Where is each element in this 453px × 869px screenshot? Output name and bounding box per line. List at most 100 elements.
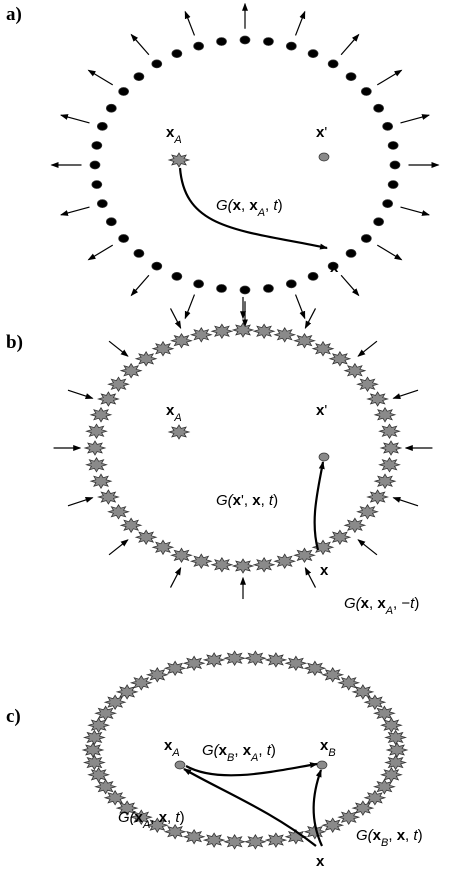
label-part: , [244,492,252,509]
boundary-star [244,834,267,850]
boundary-star [351,684,375,700]
boundary-star [372,778,396,795]
boundary-dot [151,59,163,69]
label-part: B [328,747,335,759]
boundary-star [363,790,387,806]
label-part: A [173,134,181,146]
ray-arrow [108,539,129,556]
boundary-star [337,675,361,691]
boundary-dot [307,49,319,58]
boundary-dot [105,103,117,113]
ray-arrow [108,340,129,357]
propagation-arrow [183,768,317,847]
diagram: a)xA x'xG(x, xA, t)b)xA x'xG(x', x, t)G(x,… [6,2,440,869]
ray-arrow [357,539,378,556]
boundary-dot [373,103,385,113]
boundary-star [182,655,206,672]
boundary-star [82,754,106,771]
boundary-dot [361,87,372,96]
label-part: x [373,827,382,844]
boundary-star [129,675,153,691]
boundary-star [311,340,335,357]
boundary-star [85,423,108,439]
ray-arrow [87,244,114,261]
boundary-star [163,660,187,677]
boundary-star [372,705,396,722]
boundary-dot [382,199,394,208]
label-part: t [175,809,180,826]
label-part: , [258,742,266,759]
boundary-dot [91,180,103,189]
source-dot [174,760,186,770]
boundary-star [311,539,335,556]
boundary-dot [133,249,145,258]
boundary-star [107,376,130,392]
ray-arrow [294,294,306,320]
label-part: ) [271,742,276,759]
label-part: ) [273,492,278,509]
boundary-dot [171,272,183,281]
boundary-star [87,767,110,783]
label-part: x [243,742,252,759]
label-part: t [267,742,272,759]
boundary-star [134,529,158,545]
label-part: A [257,207,265,219]
label-part: ) [180,809,185,826]
boundary-dot [96,122,108,131]
ray-arrow [87,69,114,86]
boundary-star [244,650,267,666]
ray-arrow [357,340,378,357]
boundary-dot [389,160,401,170]
ray-arrow [67,497,94,507]
boundary-star [356,376,379,392]
propagation-arrow [313,461,325,551]
boundary-star [189,327,213,343]
boundary-star [107,504,130,520]
boundary-star [378,457,401,473]
boundary-star [210,557,234,573]
boundary-star [85,457,108,473]
label-part: x [252,492,261,509]
ray-arrow [376,69,403,86]
ray-arrow [60,114,90,124]
boundary-star [103,790,127,806]
boundary-star [284,655,308,672]
label-part: ' [324,124,327,141]
label-part: A [250,752,258,764]
label-part: G( [344,595,363,612]
green-label: G(x, xA, −t) [344,595,419,617]
label-part: , [150,809,158,826]
boundary-star [328,351,352,367]
boundary-star [170,332,193,349]
boundary-star [293,547,316,564]
boundary-dot [345,72,357,81]
boundary-star [379,440,403,456]
ray-arrow [304,308,317,329]
boundary-star [189,553,213,569]
ray-arrow [130,33,150,56]
ray-arrow [60,206,90,216]
green-label: G(xB, xA, t) [202,742,276,764]
boundary-dot [171,49,183,58]
green-label: G(x', x, t) [216,492,278,509]
label-part: ) [418,827,423,844]
boundary-star [380,717,403,733]
boundary-star [373,407,397,423]
boundary-dot [96,199,108,208]
boundary-star [303,660,327,677]
boundary-star [115,684,139,700]
label-part: x [233,492,242,509]
label-part: , − [393,595,410,612]
label-part: x [233,197,242,214]
boundary-star [380,767,403,783]
boundary-dot [151,261,163,271]
label-part: G( [356,827,375,844]
boundary-star [378,423,401,439]
boundary-dot [373,217,385,227]
source-label: xB [320,737,336,759]
boundary-star [170,547,193,564]
boundary-star [366,391,389,407]
label-part: , [241,197,249,214]
boundary-star [273,553,297,569]
boundary-star [231,558,255,574]
